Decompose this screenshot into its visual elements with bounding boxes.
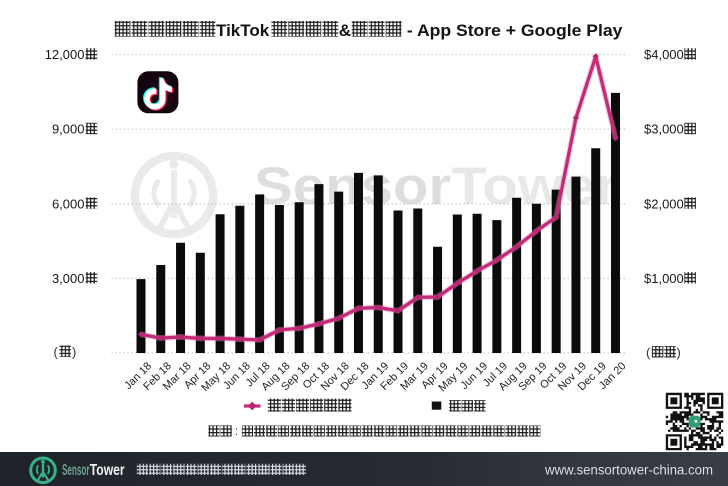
svg-text:$4,000: $4,000	[644, 47, 684, 62]
svg-text:): )	[72, 345, 76, 360]
svg-text:12,000: 12,000	[45, 47, 85, 62]
svg-text:(: (	[646, 345, 651, 360]
svg-text:6,000: 6,000	[52, 196, 85, 211]
svg-text:Tower: Tower	[90, 462, 125, 479]
svg-text:(: (	[54, 345, 59, 360]
svg-text:$2,000: $2,000	[644, 196, 684, 211]
svg-text::: :	[235, 424, 238, 438]
svg-text:): )	[677, 345, 681, 360]
svg-text:9,000: 9,000	[52, 122, 85, 137]
svg-text:3,000: 3,000	[52, 271, 85, 286]
svg-text:TikTok: TikTok	[216, 21, 270, 40]
svg-text:- App Store + Google Play: - App Store + Google Play	[407, 21, 623, 40]
svg-text:Sensor: Sensor	[62, 462, 90, 479]
svg-text:$3,000: $3,000	[644, 122, 684, 137]
svg-text:www.sensortower-china.com: www.sensortower-china.com	[544, 463, 713, 478]
svg-text:&: &	[339, 21, 351, 40]
svg-text:$1,000: $1,000	[644, 271, 684, 286]
